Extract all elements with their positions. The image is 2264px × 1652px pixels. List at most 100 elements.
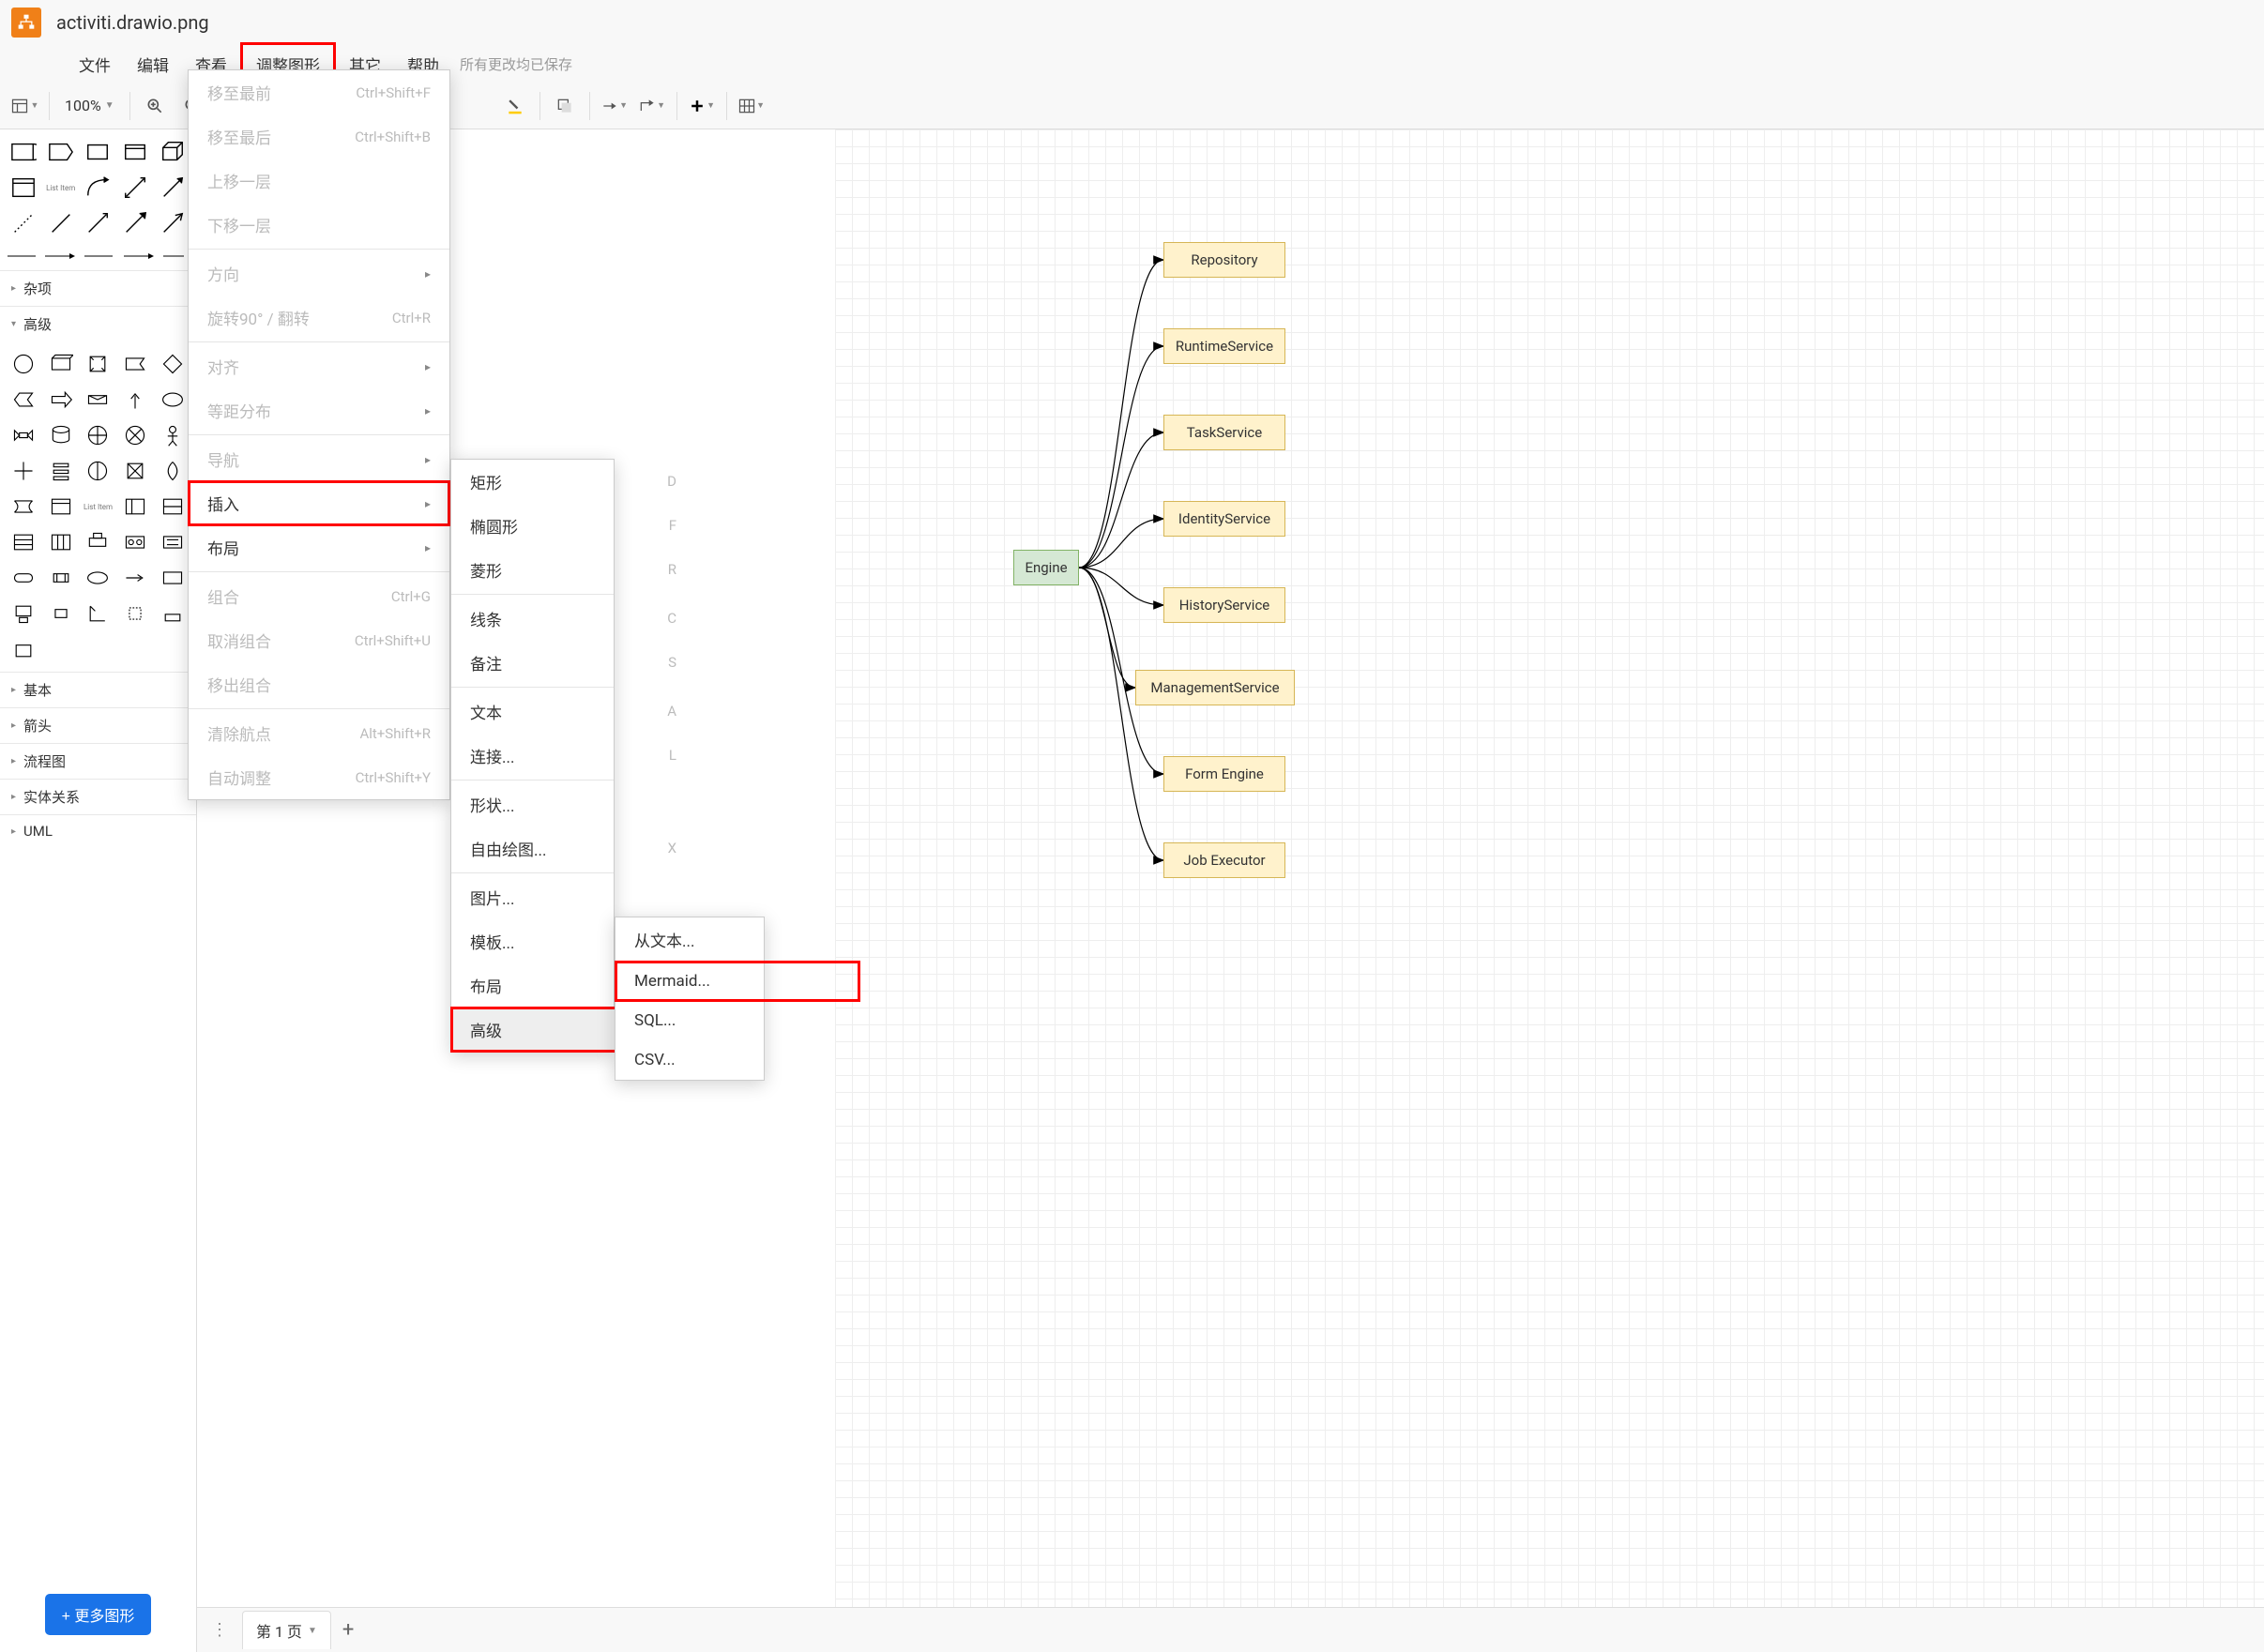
fill-color-button[interactable] [498,89,532,123]
zoom-select[interactable]: 100%▼ [57,97,122,114]
insert-item-1[interactable]: 椭圆形F [451,504,695,548]
shape-line-arr3[interactable] [155,206,190,240]
waypoint-button[interactable]: ▼ [635,89,669,123]
arrow-styles-row[interactable] [8,250,186,263]
palette-advanced[interactable]: 高级 [0,306,196,341]
adv-shape-15[interactable] [6,454,41,488]
more-shapes-button[interactable]: + 更多图形 [45,1594,152,1635]
diagram-node-job-executor[interactable]: Job Executor [1163,842,1285,878]
adv-shape-9[interactable] [155,383,190,417]
shape-dotted[interactable] [6,206,41,240]
adv-shape-4[interactable] [155,347,190,381]
insert-item-8[interactable]: 连接...L [451,734,695,778]
adv-shape-14[interactable] [155,418,190,452]
adv-shape-29[interactable] [6,561,41,595]
shape-curve[interactable] [81,171,116,205]
adv-shape-10[interactable] [6,418,41,452]
palette-arrows[interactable]: 箭头 [0,707,196,743]
shape-rect[interactable] [81,135,116,169]
adv-shape-32[interactable] [117,561,153,595]
shape-note[interactable] [6,171,41,205]
menu-edit[interactable]: 编辑 [124,45,182,83]
arrange-item-12[interactable]: 插入▸ [189,481,449,525]
adv-shape-33[interactable] [155,561,190,595]
palette-uml[interactable]: UML [0,814,196,847]
adv-shape-23[interactable] [155,490,190,523]
insert-button[interactable]: ▼ [685,89,719,123]
adv-shape-30[interactable] [43,561,79,595]
adv-shape-11[interactable] [43,418,79,452]
adv-shape-0[interactable] [6,347,41,381]
add-page-button[interactable]: + [342,1618,354,1642]
adv-shape-37[interactable] [117,597,153,630]
adv-shape-8[interactable] [117,383,153,417]
insert-item-2[interactable]: 菱形R [451,548,695,592]
diagram-node-historyservice[interactable]: HistoryService [1163,587,1285,623]
arrange-item-13[interactable]: 布局▸ [189,525,449,569]
insert-item-7[interactable]: 文本A [451,690,695,734]
adv-shape-35[interactable] [43,597,79,630]
insert-item-0[interactable]: 矩形D [451,460,695,504]
adv-shape-listitem[interactable]: List Item [81,490,116,523]
adv-shape-1[interactable] [43,347,79,381]
insert-item-13[interactable]: 图片... [451,875,695,919]
adv-shape-16[interactable] [43,454,79,488]
adv-shape-34[interactable] [6,597,41,630]
adv-shape-20[interactable] [6,490,41,523]
palette-misc[interactable]: 杂项 [0,270,196,306]
page-tab-1[interactable]: 第 1 页▼ [242,1611,331,1649]
insert-item-10[interactable]: 形状... [451,782,695,826]
adv-shape-21[interactable] [43,490,79,523]
adv-shape-6[interactable] [43,383,79,417]
menu-file[interactable]: 文件 [66,45,124,83]
zoom-in-button[interactable] [138,89,172,123]
adv-shape-18[interactable] [117,454,153,488]
pages-menu-button[interactable]: ⋮ [208,1620,231,1640]
shape-arrow1[interactable] [155,171,190,205]
diagram-node-form-engine[interactable]: Form Engine [1163,756,1285,792]
shape-line1[interactable] [43,206,79,240]
adv-shape-27[interactable] [117,525,153,559]
connection-button[interactable]: ▼ [598,89,631,123]
shape-half-rect[interactable] [6,135,41,169]
shape-hex-half[interactable] [43,135,79,169]
adv-shape-7[interactable] [81,383,116,417]
insert-item-4[interactable]: 线条C [451,597,695,641]
adv-shape-26[interactable] [81,525,116,559]
shape-cube[interactable] [155,135,190,169]
shape-arrow-both[interactable] [117,171,153,205]
shape-line-arr2[interactable] [117,206,153,240]
adv-shape-12[interactable] [81,418,116,452]
diagram-node-managementservice[interactable]: ManagementService [1135,670,1295,705]
diagram-node-repository[interactable]: Repository [1163,242,1285,278]
advanced-item-3[interactable]: CSV... [615,1040,859,1080]
palette-er[interactable]: 实体关系 [0,779,196,814]
view-mode-button[interactable]: ▼ [8,89,41,123]
adv-shape-36[interactable] [81,597,116,630]
diagram-node-engine[interactable]: Engine [1013,550,1079,585]
shape-line-arr[interactable] [81,206,116,240]
insert-item-11[interactable]: 自由绘图...X [451,826,695,871]
adv-shape-38[interactable] [155,597,190,630]
diagram-node-taskservice[interactable]: TaskService [1163,415,1285,450]
diagram-node-runtimeservice[interactable]: RuntimeService [1163,328,1285,364]
shape-listitem[interactable]: List Item [43,171,79,205]
adv-shape-31[interactable] [81,561,116,595]
advanced-item-0[interactable]: 从文本... [615,917,859,962]
shape-rect2[interactable] [117,135,153,169]
advanced-item-2[interactable]: SQL... [615,1001,859,1040]
shadow-button[interactable] [548,89,582,123]
insert-item-5[interactable]: 备注S [451,641,695,685]
adv-shape-24[interactable] [6,525,41,559]
adv-shape-13[interactable] [117,418,153,452]
adv-shape-17[interactable] [81,454,116,488]
adv-shape-19[interactable] [155,454,190,488]
adv-shape-25[interactable] [43,525,79,559]
document-title[interactable]: activiti.drawio.png [56,11,209,34]
adv-shape-3[interactable] [117,347,153,381]
adv-shape-22[interactable] [117,490,153,523]
adv-shape-5[interactable] [6,383,41,417]
table-button[interactable]: ▼ [735,89,768,123]
palette-flowchart[interactable]: 流程图 [0,743,196,779]
adv-shape-39[interactable] [6,632,41,666]
